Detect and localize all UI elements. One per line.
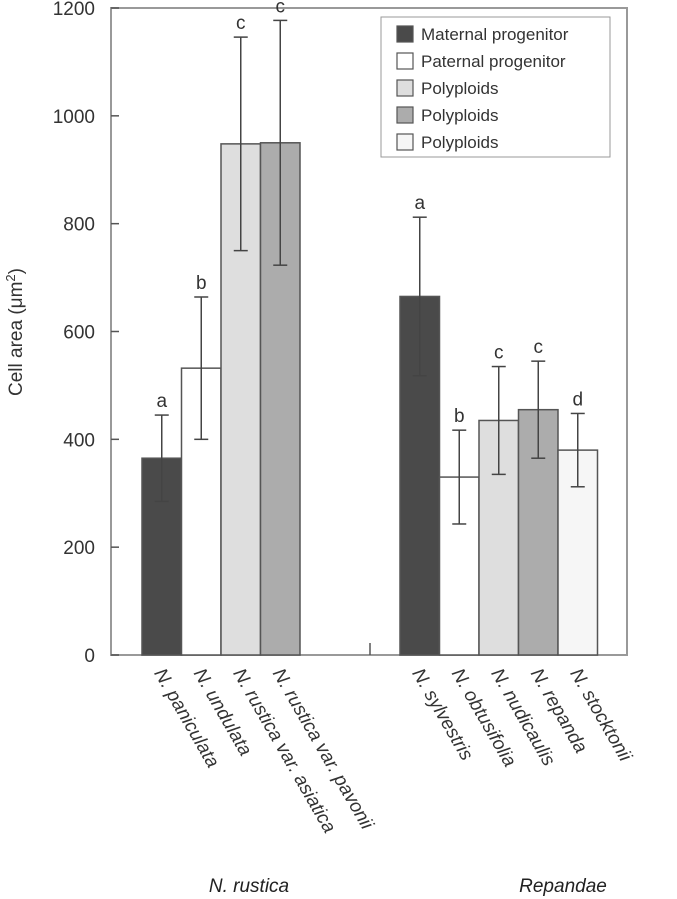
significance-letter: d <box>572 389 583 410</box>
y-axis-label: Cell area (μm2) <box>3 268 27 396</box>
legend: Maternal progenitor Paternal progenitor Po… <box>380 16 611 158</box>
y-axis-label-superscript: 2 <box>3 274 18 281</box>
legend-label: Polyploids <box>421 79 499 98</box>
significance-letters: a b c c a b c c d <box>156 0 583 427</box>
significance-letter: c <box>494 343 504 364</box>
group-label: Repandae <box>519 876 607 897</box>
significance-letter: a <box>414 193 425 214</box>
axes: 0 200 400 600 800 1000 1200 <box>53 0 371 667</box>
bars <box>141 142 599 656</box>
legend-label: Paternal progenitor <box>421 52 566 71</box>
y-tick-label: 200 <box>63 538 95 559</box>
error-bars <box>154 19 585 525</box>
significance-letter: c <box>534 337 544 358</box>
significance-letter: b <box>454 406 465 427</box>
significance-letter: a <box>156 391 167 412</box>
y-axis-label-text: Cell area (μm <box>6 282 27 396</box>
y-tick-label: 600 <box>63 323 95 344</box>
y-tick-label: 400 <box>63 430 95 451</box>
significance-letter: c <box>276 0 286 17</box>
legend-swatch <box>396 133 414 151</box>
legend-label: Polyploids <box>421 133 499 152</box>
legend-swatch <box>396 106 414 124</box>
legend-swatch <box>396 79 414 97</box>
legend-swatch <box>396 25 414 43</box>
legend-label: Maternal progenitor <box>421 25 569 44</box>
significance-letter: c <box>236 13 246 34</box>
y-tick-label: 1200 <box>53 0 95 20</box>
y-tick-label: 800 <box>63 215 95 236</box>
significance-letter: b <box>196 273 207 294</box>
y-tick-label: 1000 <box>53 107 95 128</box>
group-labels: N. rustica Repandae <box>209 876 607 897</box>
legend-swatch <box>396 52 414 70</box>
group-label: N. rustica <box>209 876 289 897</box>
y-tick-label: 0 <box>84 646 95 667</box>
y-axis-label-close: ) <box>6 268 27 274</box>
legend-box <box>380 16 611 158</box>
legend-label: Polyploids <box>421 106 499 125</box>
